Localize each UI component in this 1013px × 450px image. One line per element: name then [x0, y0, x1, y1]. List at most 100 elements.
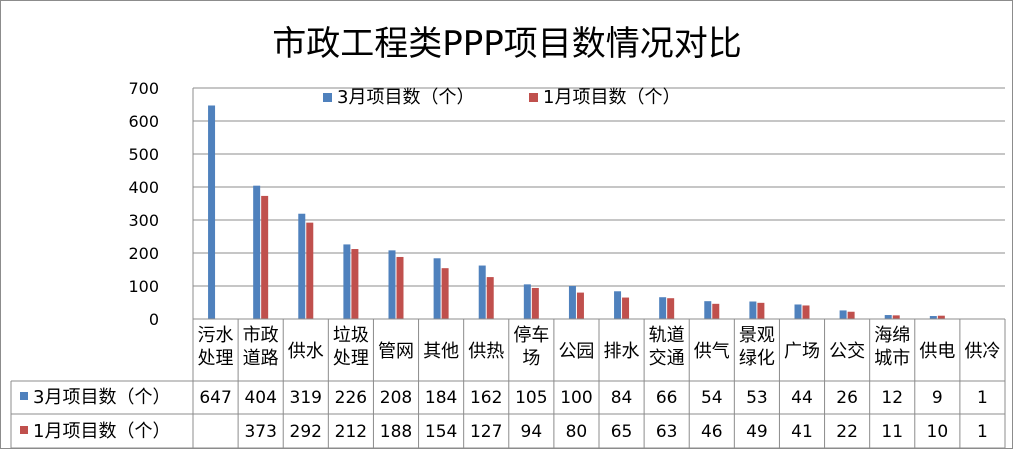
table-cell: 11 — [881, 422, 903, 442]
table-cell: 65 — [611, 422, 633, 442]
row-header: 1月项目数（个） — [33, 421, 170, 442]
legend-label: 3月项目数（个） — [337, 87, 474, 108]
table-cell: 404 — [244, 388, 276, 408]
y-tick-label: 100 — [128, 277, 159, 296]
bar — [667, 298, 675, 319]
table-cell: 292 — [290, 422, 322, 442]
table-cell: 184 — [425, 388, 457, 408]
bar — [704, 301, 712, 319]
category-label: 景观绿化 — [739, 325, 775, 369]
y-tick-label: 500 — [128, 145, 159, 164]
bar — [253, 185, 261, 319]
y-tick-label: 200 — [128, 244, 159, 263]
y-tick-label: 0 — [149, 310, 159, 329]
y-tick-label: 400 — [128, 178, 159, 197]
category-label: 污水处理 — [198, 325, 234, 369]
row-legend-key — [20, 392, 28, 400]
bar — [568, 286, 576, 319]
legend-label: 1月项目数（个） — [543, 87, 680, 108]
bar — [298, 213, 306, 319]
bar — [343, 244, 351, 319]
table-cell: 63 — [656, 422, 678, 442]
category-label: 海绵城市 — [874, 325, 910, 369]
bar — [712, 303, 720, 319]
bar — [794, 304, 802, 319]
table-cell: 188 — [380, 422, 412, 442]
bar — [576, 292, 584, 319]
table-cell: 26 — [836, 388, 858, 408]
table-cell: 46 — [701, 422, 723, 442]
row-legend-key — [20, 426, 28, 434]
category-label: 停车场 — [513, 325, 549, 369]
table-cell: 162 — [470, 388, 502, 408]
category-label: 供电 — [919, 341, 955, 362]
bar — [261, 195, 269, 319]
bar — [757, 302, 765, 319]
bar — [749, 301, 757, 319]
legend: 3月项目数（个） 1月项目数（个） — [323, 87, 680, 108]
table-cell: 54 — [701, 388, 723, 408]
category-label: 供水 — [288, 341, 324, 362]
table-cell: 373 — [244, 422, 276, 442]
category-label: 管网 — [378, 341, 414, 362]
table-cell: 212 — [335, 422, 367, 442]
legend-swatch — [323, 93, 332, 102]
bar — [486, 277, 494, 319]
table-cell: 100 — [560, 388, 592, 408]
bar — [614, 291, 622, 319]
chart-title: 市政工程类PPP项目数情况对比 — [272, 24, 742, 64]
bar — [847, 311, 855, 319]
table-cell: 105 — [515, 388, 547, 408]
bar — [531, 287, 539, 319]
table-cell: 94 — [521, 422, 543, 442]
category-label: 供冷 — [964, 341, 1000, 362]
bar — [441, 268, 449, 319]
category-label: 垃圾处理 — [333, 325, 369, 369]
y-tick-label: 700 — [128, 79, 159, 98]
bar — [622, 297, 630, 319]
category-label: 排水 — [604, 341, 640, 362]
bars — [208, 105, 990, 320]
table-cell: 12 — [881, 388, 903, 408]
bar — [433, 258, 441, 319]
legend-swatch — [529, 93, 538, 102]
table-cell: 154 — [425, 422, 457, 442]
category-label: 轨道交通 — [649, 325, 685, 369]
table-cell: 319 — [290, 388, 322, 408]
category-label: 公交 — [829, 341, 865, 362]
category-label: 广场 — [784, 341, 820, 362]
category-label: 市政道路 — [243, 325, 279, 369]
category-label: 供热 — [468, 341, 504, 362]
category-label: 供气 — [694, 341, 730, 362]
category-label: 其他 — [423, 341, 459, 362]
bar — [839, 310, 847, 319]
bar — [659, 297, 667, 319]
gridlines — [193, 87, 1005, 320]
bar — [478, 265, 486, 319]
table-cell: 49 — [746, 422, 768, 442]
table-cell: 127 — [470, 422, 502, 442]
bar — [306, 222, 314, 319]
table-cell: 226 — [335, 388, 367, 408]
y-tick-label: 600 — [128, 112, 159, 131]
bar — [523, 284, 531, 319]
row-header: 3月项目数（个） — [33, 387, 170, 408]
bar — [388, 250, 396, 319]
bar — [208, 105, 216, 320]
table-cell: 10 — [927, 422, 949, 442]
table-cell: 44 — [791, 388, 813, 408]
table-cell: 66 — [656, 388, 678, 408]
bar — [802, 305, 810, 319]
y-axis: 0 100 200 300 400 500 600 700 — [128, 79, 194, 329]
table-cell: 9 — [932, 388, 943, 408]
y-tick-label: 300 — [128, 211, 159, 230]
table-cell: 84 — [611, 388, 633, 408]
table-cell: 1 — [977, 388, 988, 408]
bar — [351, 249, 359, 319]
table-cell: 208 — [380, 388, 412, 408]
table-cell: 1 — [977, 422, 988, 442]
bar — [396, 256, 404, 319]
bar — [929, 316, 937, 319]
